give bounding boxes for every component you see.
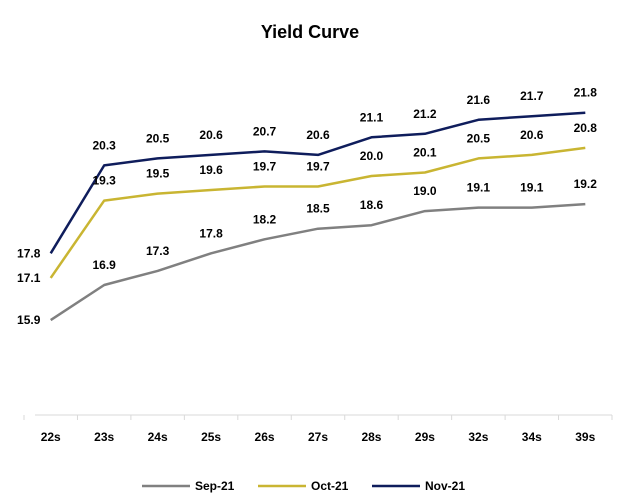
data-label: 20.6: [199, 128, 223, 142]
data-label: 20.8: [574, 121, 598, 135]
x-tick-label: 39s: [575, 430, 595, 444]
x-tick-label: 29s: [415, 430, 435, 444]
data-label: 17.8: [199, 226, 223, 240]
data-label: 19.6: [199, 163, 223, 177]
data-label: 19.7: [306, 160, 330, 174]
series-line-nov-21: [49, 111, 586, 254]
data-label: 20.5: [146, 131, 170, 145]
x-tick-label: 23s: [94, 430, 114, 444]
x-tick-label: 32s: [468, 430, 488, 444]
data-labels: 15.9 16.9 17.3 17.8 18.2 18.5 18.6 19.0 19.1 19.1…: [17, 86, 597, 327]
data-label: 17.8: [17, 246, 41, 260]
x-tick-label: 27s: [308, 430, 328, 444]
data-label: 20.6: [306, 128, 330, 142]
data-label: 18.5: [306, 202, 330, 216]
data-label: 19.1: [520, 181, 544, 195]
data-label: 19.5: [146, 167, 170, 181]
data-label: 18.6: [360, 198, 384, 212]
x-tick-label: 26s: [255, 430, 275, 444]
data-label: 20.6: [520, 128, 544, 142]
data-label: 21.8: [574, 86, 598, 100]
x-tick-label: 24s: [148, 430, 168, 444]
data-label: 19.2: [574, 177, 598, 191]
data-label: 21.6: [467, 93, 491, 107]
x-axis-tick-labels: 22s 23s 24s 25s 26s 27s 28s 29s 32s 34s 39s: [41, 430, 596, 444]
data-label: 19.1: [467, 181, 491, 195]
data-label: 19.3: [93, 174, 117, 188]
x-axis-ticks: [23, 415, 613, 420]
data-label: 20.3: [93, 138, 117, 152]
data-label: 16.9: [93, 258, 117, 272]
series-line-sep-21: [50, 202, 586, 322]
legend-label: Nov-21: [425, 479, 465, 493]
data-label: 17.3: [146, 244, 170, 258]
legend-label: Sep-21: [195, 479, 235, 493]
x-tick-label: 22s: [41, 430, 61, 444]
series-line-oct-21: [49, 146, 586, 279]
legend: Sep-21 Oct-21 Nov-21: [142, 479, 465, 493]
x-tick-label: 25s: [201, 430, 221, 444]
data-label: 20.5: [467, 131, 491, 145]
data-label: 17.1: [17, 271, 41, 285]
data-label: 21.7: [520, 89, 544, 103]
data-label: 19.0: [413, 184, 437, 198]
data-label: 21.2: [413, 107, 437, 121]
data-label: 18.2: [253, 212, 277, 226]
data-label: 19.7: [253, 160, 277, 174]
series-lines: [49, 111, 586, 322]
data-label: 21.1: [360, 110, 384, 124]
legend-label: Oct-21: [311, 479, 349, 493]
data-label: 20.1: [413, 145, 437, 159]
chart-title: Yield Curve: [261, 22, 359, 42]
data-label: 20.0: [360, 149, 384, 163]
x-tick-label: 34s: [522, 430, 542, 444]
data-label: 20.7: [253, 124, 277, 138]
data-label: 15.9: [17, 313, 41, 327]
x-tick-label: 28s: [361, 430, 381, 444]
